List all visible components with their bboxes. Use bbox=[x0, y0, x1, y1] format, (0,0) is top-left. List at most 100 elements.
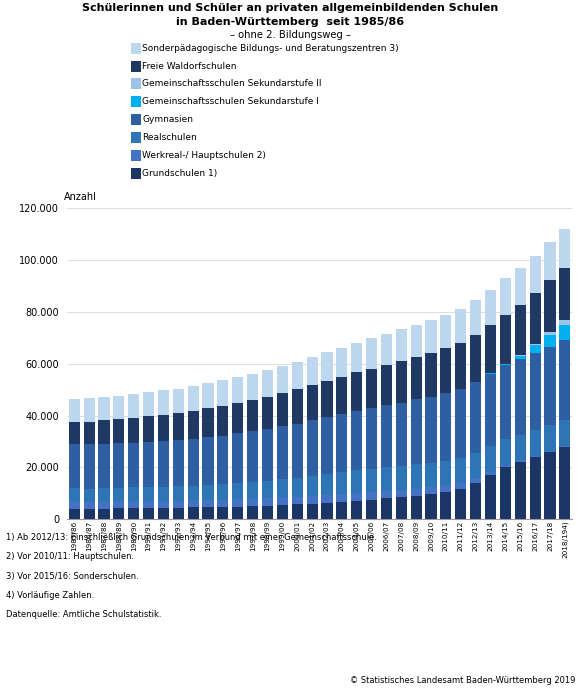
Bar bbox=[202, 500, 214, 507]
Bar bbox=[485, 475, 496, 519]
Bar bbox=[232, 377, 243, 403]
Bar bbox=[440, 315, 451, 348]
Bar bbox=[515, 356, 526, 359]
Bar bbox=[158, 441, 169, 486]
Bar bbox=[128, 501, 139, 508]
Bar bbox=[202, 437, 214, 485]
Bar bbox=[307, 504, 318, 519]
Bar bbox=[247, 431, 258, 482]
Bar bbox=[307, 495, 318, 504]
Text: – ohne 2. Bildungsweg –: – ohne 2. Bildungsweg – bbox=[230, 30, 351, 40]
Bar bbox=[544, 452, 555, 519]
Bar bbox=[515, 355, 526, 356]
Bar bbox=[440, 492, 451, 519]
Bar bbox=[366, 338, 377, 369]
Bar bbox=[113, 420, 124, 443]
Bar bbox=[69, 502, 80, 508]
Bar bbox=[336, 494, 347, 502]
Bar bbox=[247, 482, 258, 499]
Bar bbox=[247, 499, 258, 506]
Bar bbox=[84, 502, 95, 508]
Bar bbox=[307, 475, 318, 495]
Bar bbox=[292, 389, 303, 424]
Bar bbox=[366, 492, 377, 499]
Bar bbox=[440, 348, 451, 394]
Bar bbox=[98, 488, 110, 502]
Bar bbox=[143, 501, 154, 508]
Bar bbox=[202, 408, 214, 437]
Bar bbox=[232, 433, 243, 483]
Bar bbox=[84, 508, 95, 519]
Bar bbox=[321, 474, 332, 495]
Text: Werkreal-/ Hauptschulen 2): Werkreal-/ Hauptschulen 2) bbox=[142, 151, 266, 160]
Bar bbox=[217, 499, 228, 507]
Text: 2) Vor 2010/11: Hauptschulen.: 2) Vor 2010/11: Hauptschulen. bbox=[6, 552, 134, 561]
Bar bbox=[544, 242, 555, 280]
Bar bbox=[277, 505, 288, 519]
Bar bbox=[425, 397, 437, 463]
Bar bbox=[529, 255, 541, 292]
Bar bbox=[113, 443, 124, 488]
Bar bbox=[425, 353, 437, 397]
Bar bbox=[158, 390, 169, 414]
Bar bbox=[381, 467, 392, 491]
Bar bbox=[544, 425, 555, 451]
Bar bbox=[560, 229, 571, 268]
Bar bbox=[113, 488, 124, 502]
Bar bbox=[485, 374, 496, 447]
Bar bbox=[321, 418, 332, 474]
Bar bbox=[128, 394, 139, 418]
Bar bbox=[217, 484, 228, 499]
Bar bbox=[262, 370, 273, 396]
Bar bbox=[277, 479, 288, 497]
Bar bbox=[529, 353, 541, 431]
Bar bbox=[128, 508, 139, 519]
Bar bbox=[321, 380, 332, 418]
Bar bbox=[366, 499, 377, 519]
Bar bbox=[277, 393, 288, 427]
Bar bbox=[188, 508, 199, 519]
Bar bbox=[366, 369, 377, 408]
Text: Gymnasien: Gymnasien bbox=[142, 115, 193, 125]
Bar bbox=[113, 396, 124, 420]
Bar bbox=[529, 345, 541, 353]
Bar bbox=[440, 486, 451, 492]
Bar bbox=[158, 414, 169, 441]
Bar bbox=[202, 383, 214, 408]
Bar bbox=[455, 389, 467, 458]
Bar bbox=[544, 332, 555, 335]
Bar bbox=[262, 506, 273, 519]
Bar bbox=[69, 422, 80, 444]
Text: Schülerinnen und Schüler an privaten allgemeinbildenden Schulen: Schülerinnen und Schüler an privaten all… bbox=[83, 3, 498, 14]
Bar bbox=[425, 487, 437, 494]
Bar bbox=[455, 309, 467, 343]
Bar bbox=[366, 408, 377, 469]
Text: 1) Ab 2012/13: Einschließlich Grundschulen im Verbund mit einer Gemeinschaftssch: 1) Ab 2012/13: Einschließlich Grundschul… bbox=[6, 533, 377, 542]
Bar bbox=[470, 301, 481, 335]
Bar bbox=[440, 461, 451, 486]
Bar bbox=[277, 366, 288, 393]
Bar bbox=[529, 457, 541, 519]
Bar bbox=[128, 442, 139, 488]
Bar bbox=[455, 458, 467, 483]
Bar bbox=[143, 508, 154, 519]
Bar bbox=[381, 365, 392, 405]
Bar bbox=[262, 498, 273, 506]
Bar bbox=[411, 325, 422, 356]
Bar bbox=[173, 508, 184, 519]
Bar bbox=[277, 497, 288, 505]
Bar bbox=[396, 466, 407, 490]
Bar bbox=[143, 416, 154, 442]
Bar bbox=[188, 439, 199, 486]
Bar bbox=[69, 508, 80, 519]
Bar bbox=[188, 411, 199, 439]
Bar bbox=[500, 468, 511, 519]
Bar bbox=[202, 507, 214, 519]
Bar bbox=[69, 444, 80, 488]
Bar bbox=[351, 471, 363, 493]
Bar bbox=[351, 343, 363, 372]
Bar bbox=[188, 500, 199, 508]
Bar bbox=[500, 279, 511, 314]
Bar bbox=[529, 431, 541, 455]
Bar bbox=[98, 444, 110, 488]
